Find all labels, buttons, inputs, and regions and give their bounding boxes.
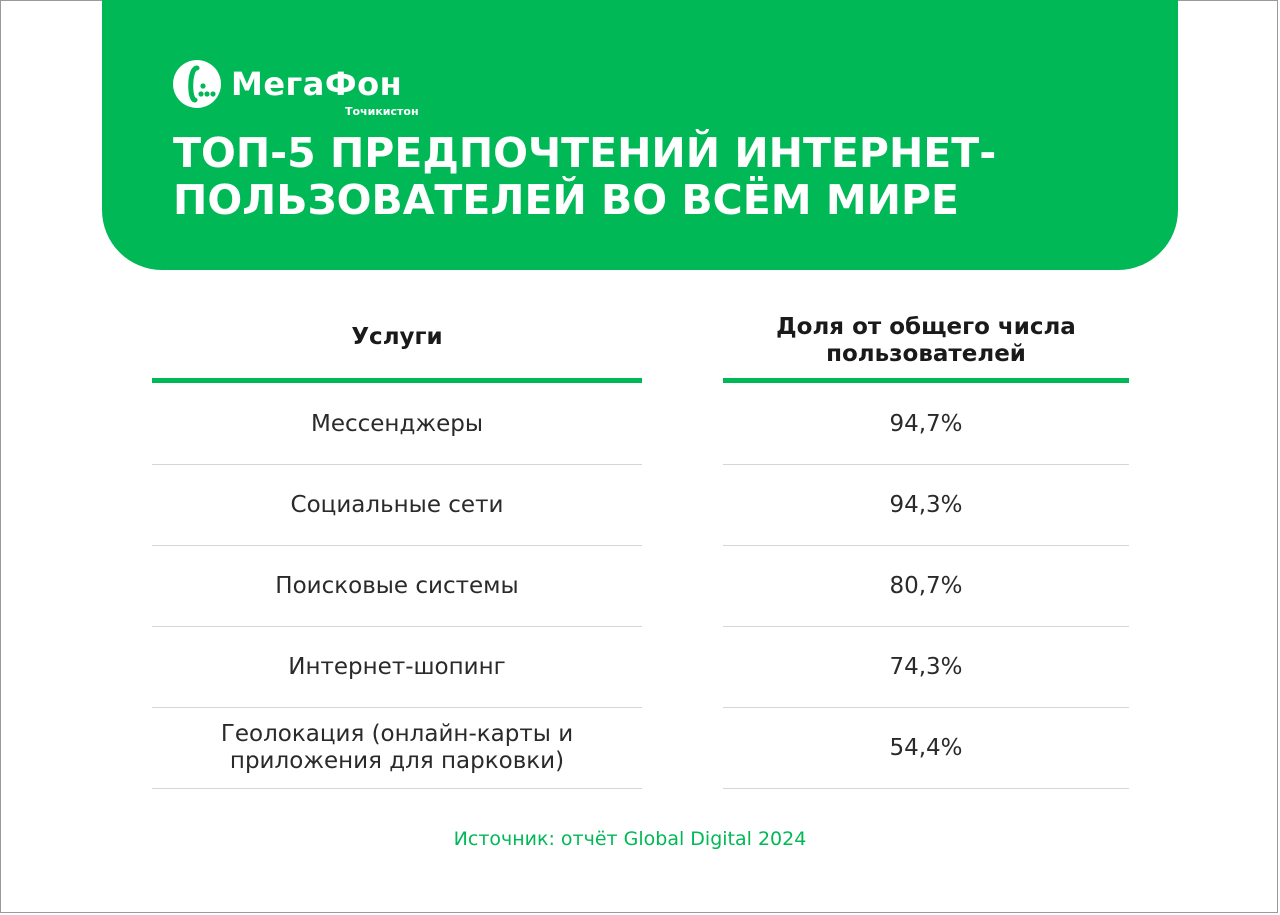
table-cell-service: Интернет-шопинг [152, 627, 642, 708]
table-cell-share: 80,7% [723, 546, 1129, 627]
table-cell-share: 94,3% [723, 465, 1129, 546]
source-note: Источник: отчёт Global Digital 2024 [453, 828, 807, 850]
column-header-share: Доля от общего числа пользователей [776, 314, 1076, 367]
table-cell-service: Мессенджеры [152, 384, 642, 465]
table-cell-share: 74,3% [723, 627, 1129, 708]
table-cell-service: Поисковые системы [152, 546, 642, 627]
brand-logo: МегаФон Точикистон [173, 60, 433, 118]
header-divider-left [152, 378, 642, 383]
table-cell-share: 94,7% [723, 384, 1129, 465]
table-cell-service: Социальные сети [152, 465, 642, 546]
brand-region: Точикистон [345, 105, 419, 118]
table-cell-share: 54,4% [723, 708, 1129, 789]
column-header-services: Услуги [351, 324, 443, 350]
header-banner: МегаФон Точикистон ТОП-5 ПРЕДПОЧТЕНИЙ ИН… [102, 0, 1178, 270]
megafon-logo-icon [173, 60, 221, 108]
header-divider-right [723, 378, 1129, 383]
table-cell-service: Геолокация (онлайн-карты и приложения дл… [152, 708, 642, 789]
brand-name: МегаФон [231, 65, 403, 103]
page-title: ТОП-5 ПРЕДПОЧТЕНИЙ ИНТЕРНЕТ-ПОЛЬЗОВАТЕЛЕ… [173, 129, 997, 224]
